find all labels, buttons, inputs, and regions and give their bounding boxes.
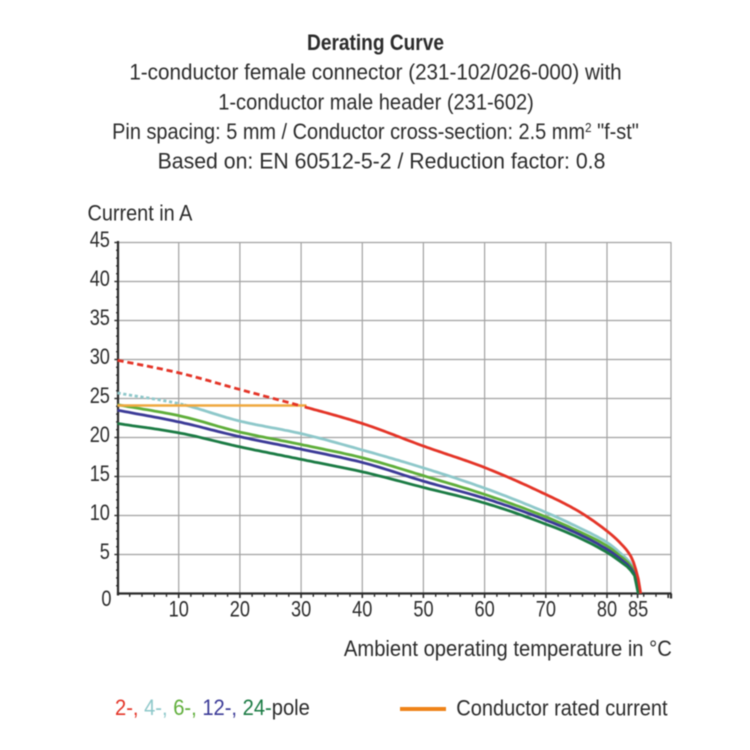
svg-text:70: 70: [536, 598, 556, 622]
svg-text:40: 40: [352, 598, 372, 622]
svg-text:Ambient operating temperature: Ambient operating temperature in °C: [344, 637, 672, 661]
svg-text:30: 30: [90, 345, 110, 369]
svg-text:1-conductor male header (231-6: 1-conductor male header (231-602): [218, 91, 534, 115]
svg-text:20: 20: [230, 598, 250, 622]
svg-text:35: 35: [90, 306, 110, 330]
svg-text:80: 80: [597, 598, 617, 622]
svg-text:Pin spacing: 5 mm / Conductor: Pin spacing: 5 mm / Conductor cross-sect…: [112, 120, 639, 144]
svg-text:1-conductor female connector (: 1-conductor female connector (231-102/02…: [129, 60, 621, 85]
svg-text:40: 40: [90, 267, 110, 291]
svg-text:30: 30: [291, 598, 311, 622]
svg-text:0: 0: [101, 587, 111, 611]
svg-text:85: 85: [628, 598, 648, 622]
svg-text:20: 20: [90, 423, 110, 447]
svg-text:Derating Curve: Derating Curve: [307, 31, 444, 56]
svg-text:10: 10: [90, 501, 110, 525]
svg-text:Based on: EN 60512-5-2 / Reduc: Based on: EN 60512-5-2 / Reduction facto…: [158, 148, 606, 173]
svg-text:60: 60: [475, 598, 495, 622]
svg-text:15: 15: [90, 462, 110, 486]
svg-text:2-, 4-, 6-, 12-, 24-pole: 2-, 4-, 6-, 12-, 24-pole: [115, 696, 310, 720]
svg-text:25: 25: [90, 384, 110, 408]
svg-text:45: 45: [90, 228, 110, 252]
svg-text:Conductor rated current: Conductor rated current: [456, 697, 667, 721]
svg-text:50: 50: [413, 598, 433, 622]
svg-text:Current in A: Current in A: [88, 202, 193, 226]
svg-text:5: 5: [100, 540, 110, 564]
svg-text:10: 10: [169, 598, 189, 622]
